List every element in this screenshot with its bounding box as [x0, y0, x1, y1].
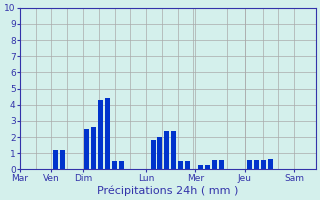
Bar: [164, 131, 169, 169]
Bar: [151, 140, 156, 169]
Bar: [185, 161, 190, 169]
X-axis label: Précipitations 24h ( mm ): Précipitations 24h ( mm ): [97, 185, 238, 196]
Bar: [254, 160, 259, 169]
Bar: [205, 165, 210, 169]
Bar: [247, 160, 252, 169]
Bar: [112, 161, 117, 169]
Bar: [98, 100, 103, 169]
Bar: [178, 161, 183, 169]
Bar: [219, 160, 224, 169]
Bar: [157, 137, 163, 169]
Bar: [198, 165, 203, 169]
Bar: [92, 127, 96, 169]
Bar: [53, 150, 58, 169]
Bar: [171, 131, 176, 169]
Bar: [119, 161, 124, 169]
Bar: [212, 160, 217, 169]
Bar: [105, 98, 110, 169]
Bar: [60, 150, 65, 169]
Bar: [261, 160, 266, 169]
Bar: [84, 129, 89, 169]
Bar: [268, 159, 273, 169]
